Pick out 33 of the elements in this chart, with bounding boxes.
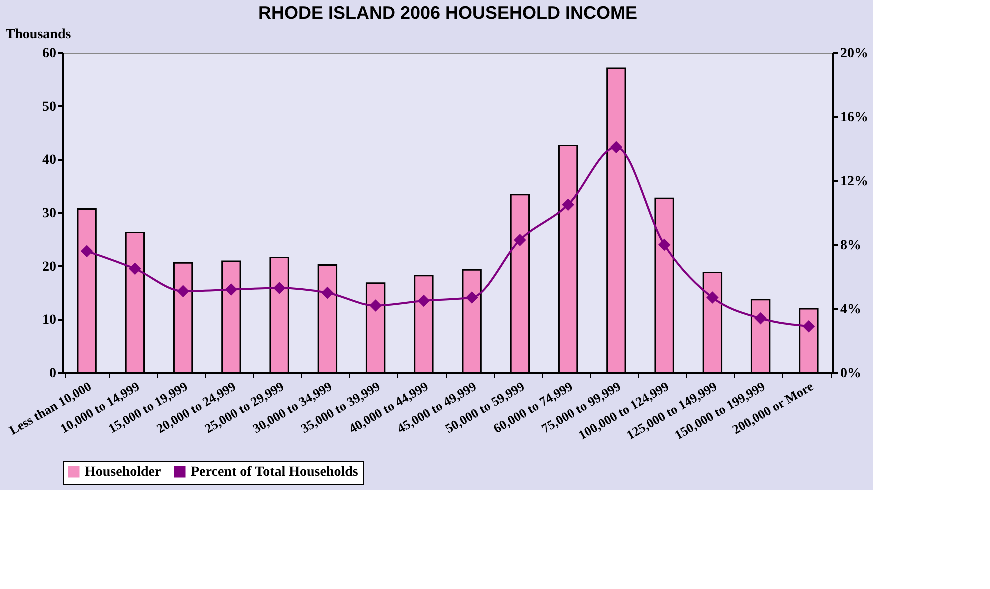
y-tick-label: 40 — [42, 153, 56, 168]
y-tick-label: 30 — [42, 206, 56, 222]
point — [322, 286, 334, 300]
y2-tick-label: 12% — [840, 174, 868, 190]
y2-tick-label: 4% — [840, 302, 862, 318]
y2-tick-label: 16% — [840, 110, 868, 126]
legend-label: Percent of Total Households — [191, 465, 359, 480]
y-tick-label: 60 — [42, 46, 56, 62]
chart-title: RHODE ISLAND 2006 HOUSEHOLD INCOME — [258, 3, 638, 23]
point — [610, 141, 623, 154]
point — [418, 294, 430, 308]
point — [129, 262, 142, 276]
y2-tick-label: 20% — [840, 46, 868, 62]
y2-tick-label: 8% — [840, 238, 862, 254]
point — [754, 312, 767, 325]
point — [225, 284, 238, 296]
point — [273, 282, 286, 294]
y-tick-label: 50 — [42, 100, 56, 115]
point — [466, 292, 478, 304]
point — [706, 292, 719, 304]
point — [514, 234, 526, 246]
point — [80, 245, 94, 258]
point — [562, 198, 574, 212]
legend-label: Householder — [85, 465, 162, 480]
y-tick-label: 0 — [50, 366, 56, 382]
point — [370, 300, 382, 312]
y2-tick-label: 0% — [840, 366, 862, 382]
y-tick-label: 20 — [42, 260, 56, 275]
point — [658, 238, 671, 252]
y-axis-title: Thousands — [6, 28, 72, 42]
point — [802, 320, 816, 333]
y-tick-label: 10 — [42, 313, 56, 328]
point — [177, 285, 190, 298]
